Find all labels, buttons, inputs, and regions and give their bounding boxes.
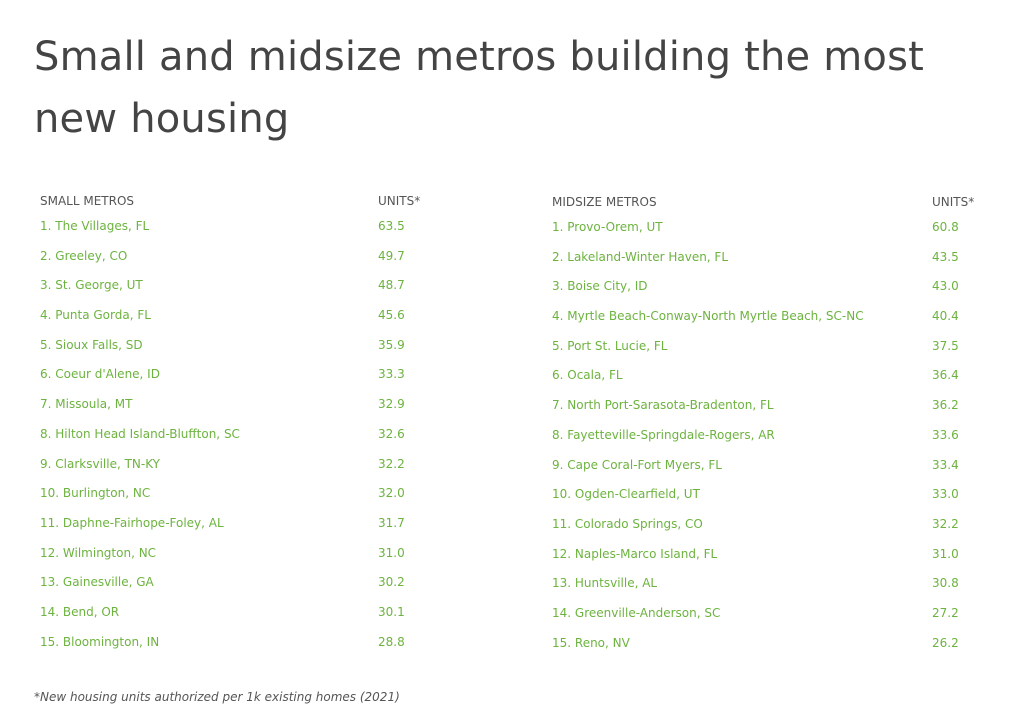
units-value: 32.0 bbox=[378, 486, 405, 501]
metro-name: 7. Missoula, MT bbox=[40, 397, 133, 412]
units-value: 40.4 bbox=[932, 309, 959, 324]
units-value: 32.2 bbox=[932, 516, 959, 531]
page-title: Small and midsize metros building the mo… bbox=[34, 34, 925, 142]
column-header-units: UNITS* bbox=[378, 194, 421, 208]
metro-name: 11. Daphne-Fairhope-Foley, AL bbox=[40, 515, 224, 530]
column-header-units: UNITS* bbox=[932, 195, 975, 209]
units-value: 27.2 bbox=[932, 605, 959, 620]
units-value: 31.0 bbox=[932, 546, 959, 561]
units-value: 31.0 bbox=[378, 545, 405, 560]
metro-name: 12. Naples-Marco Island, FL bbox=[552, 546, 718, 561]
units-value: 32.2 bbox=[378, 456, 405, 471]
units-value: 30.2 bbox=[378, 575, 405, 590]
metro-name: 15. Bloomington, IN bbox=[40, 634, 160, 649]
metro-name: 3. Boise City, ID bbox=[552, 279, 648, 294]
metro-name: 6. Coeur d'Alene, ID bbox=[40, 367, 160, 382]
units-value: 31.7 bbox=[378, 515, 405, 530]
metro-name: 4. Myrtle Beach-Conway-North Myrtle Beac… bbox=[552, 309, 864, 324]
metro-name: 9. Clarksville, TN-KY bbox=[40, 456, 160, 471]
metro-name: 5. Sioux Falls, SD bbox=[40, 337, 143, 352]
units-value: 43.0 bbox=[932, 279, 959, 294]
metro-name: 15. Reno, NV bbox=[552, 635, 630, 650]
units-value: 43.5 bbox=[932, 249, 959, 264]
units-value: 28.8 bbox=[378, 634, 405, 649]
units-value: 63.5 bbox=[378, 219, 405, 233]
units-value: 30.1 bbox=[378, 604, 405, 619]
metro-name: 13. Gainesville, GA bbox=[40, 575, 154, 590]
metro-name: 13. Huntsville, AL bbox=[552, 576, 658, 591]
metro-name: 1. Provo-Orem, UT bbox=[552, 220, 663, 234]
metro-name: 3. St. George, UT bbox=[40, 278, 143, 293]
units-value: 37.5 bbox=[932, 338, 959, 353]
metro-name: 10. Burlington, NC bbox=[40, 486, 151, 501]
metro-name: 7. North Port-Sarasota-Bradenton, FL bbox=[552, 398, 774, 413]
units-value: 33.3 bbox=[378, 367, 405, 382]
column-header-metro: MIDSIZE METROS bbox=[552, 195, 657, 209]
units-value: 33.4 bbox=[932, 457, 959, 472]
metro-name: 1. The Villages, FL bbox=[40, 219, 150, 233]
units-value: 45.6 bbox=[378, 308, 405, 323]
metro-name: 12. Wilmington, NC bbox=[40, 545, 157, 560]
units-value: 33.0 bbox=[932, 487, 959, 502]
units-value: 36.2 bbox=[932, 398, 959, 413]
units-value: 32.6 bbox=[378, 426, 405, 441]
metro-name: 14. Greenville-Anderson, SC bbox=[552, 605, 721, 620]
metro-name: 11. Colorado Springs, CO bbox=[552, 516, 703, 531]
metro-name: 2. Greeley, CO bbox=[40, 248, 128, 263]
metro-name: 10. Ogden-Clearfield, UT bbox=[552, 487, 700, 502]
metro-name: 4. Punta Gorda, FL bbox=[40, 308, 151, 323]
units-value: 48.7 bbox=[378, 278, 405, 293]
metro-name: 2. Lakeland-Winter Haven, FL bbox=[552, 249, 729, 264]
units-value: 26.2 bbox=[932, 635, 959, 650]
units-value: 60.8 bbox=[932, 220, 959, 234]
metro-name: 8. Hilton Head Island-Bluffton, SC bbox=[40, 426, 240, 441]
units-value: 49.7 bbox=[378, 248, 405, 263]
column-header-metro: SMALL METROS bbox=[40, 194, 135, 208]
units-value: 35.9 bbox=[378, 337, 405, 352]
footnote: *New housing units authorized per 1k exi… bbox=[34, 690, 400, 704]
units-value: 32.9 bbox=[378, 397, 405, 412]
metro-name: 9. Cape Coral-Fort Myers, FL bbox=[552, 457, 722, 472]
metro-name: 5. Port St. Lucie, FL bbox=[552, 338, 668, 353]
units-value: 30.8 bbox=[932, 576, 959, 591]
metro-name: 8. Fayetteville-Springdale-Rogers, AR bbox=[552, 427, 775, 442]
metro-name: 14. Bend, OR bbox=[40, 604, 120, 619]
units-value: 33.6 bbox=[932, 427, 959, 442]
metro-name: 6. Ocala, FL bbox=[552, 368, 623, 383]
units-value: 36.4 bbox=[932, 368, 959, 383]
